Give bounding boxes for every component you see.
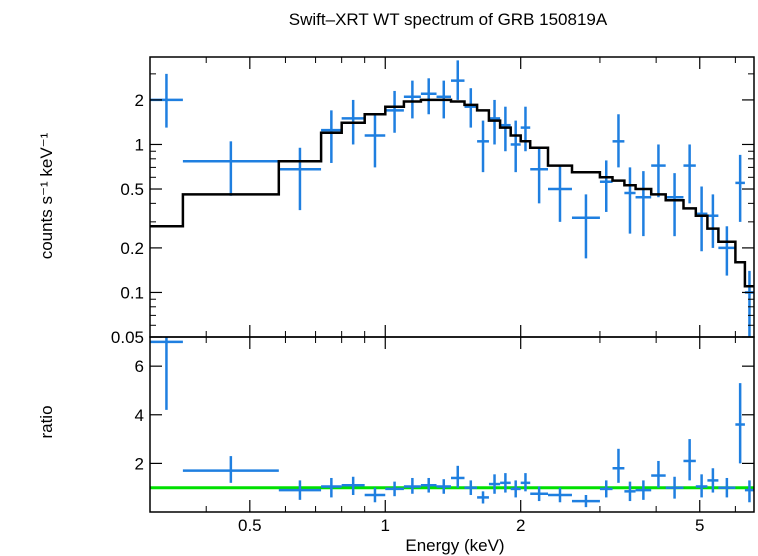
x-tick-label: 0.5 xyxy=(238,516,262,535)
y-tick-label-spectrum: 0.5 xyxy=(120,180,144,199)
y-tick-label-spectrum: 0.1 xyxy=(120,283,144,302)
y-tick-label-spectrum: 0.05 xyxy=(111,328,144,347)
y-tick-label-spectrum: 0.2 xyxy=(120,239,144,258)
y-axis-label-ratio: ratio xyxy=(37,405,56,438)
y-tick-label-ratio: 4 xyxy=(135,406,144,425)
x-axis-label: Energy (keV) xyxy=(405,536,504,555)
panel-frame-ratio xyxy=(149,336,755,513)
plot-layer xyxy=(150,60,754,508)
y-tick-label-ratio: 2 xyxy=(135,454,144,473)
panel-ratio xyxy=(150,337,754,508)
y-axis-label-spectrum: counts s⁻¹ keV⁻¹ xyxy=(37,132,56,259)
y-tick-label-spectrum: 1 xyxy=(135,135,144,154)
panel-spectrum xyxy=(150,60,754,337)
x-tick-label: 5 xyxy=(695,516,704,535)
x-tick-label: 1 xyxy=(381,516,390,535)
y-tick-label-ratio: 6 xyxy=(135,357,144,376)
model-step-line xyxy=(150,98,754,288)
x-tick-label: 2 xyxy=(516,516,525,535)
frame-layer: 0.05 0.1 0.2 0.5 1 2 2 4 6 0.5 1 2 5 xyxy=(111,56,755,535)
chart-title: Swift–XRT WT spectrum of GRB 150819A xyxy=(289,10,608,29)
y-tick-label-spectrum: 2 xyxy=(135,91,144,110)
